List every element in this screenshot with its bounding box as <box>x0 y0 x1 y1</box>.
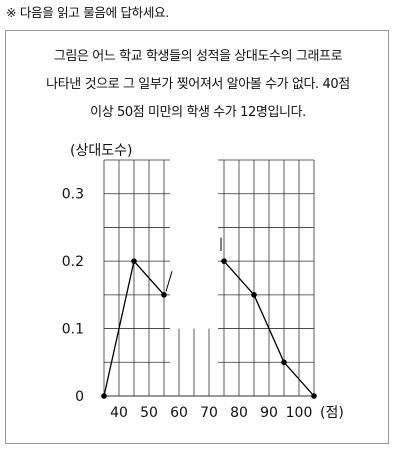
y-tick-label: 0.3 <box>62 187 84 203</box>
data-point <box>131 258 137 264</box>
y-tick-label: 0.2 <box>62 254 84 270</box>
chart-grid <box>103 159 315 397</box>
x-tick-label: 40 <box>110 405 128 421</box>
x-tick-label: 100 <box>286 405 313 421</box>
data-point <box>311 393 317 399</box>
x-tick-label: 60 <box>170 405 188 421</box>
problem-text-line-1: 그림은 어느 학교 학생들의 성적을 상대도수의 그래프로 <box>53 49 343 64</box>
y-tick-label: 0 <box>75 389 84 405</box>
data-point <box>101 393 107 399</box>
chart-points <box>101 258 317 399</box>
chart-labels: 0 0.1 0.2 0.3 40 50 60 70 80 90 100 (상대도수) (점) <box>62 143 344 421</box>
problem-box: 그림은 어느 학교 학생들의 성적을 상대도수의 그래프로 나타낸 것으로 그 … <box>5 30 389 444</box>
problem-text-line-3: 이상 50점 미만의 학생 수가 12명입니다. <box>90 105 306 120</box>
x-tick-label: 90 <box>260 405 278 421</box>
y-tick-label: 0.1 <box>62 322 84 338</box>
series-line <box>223 260 315 397</box>
data-point <box>221 258 227 264</box>
x-tick-label: 50 <box>140 405 158 421</box>
data-point <box>281 359 287 366</box>
x-tick-label: 80 <box>230 405 248 421</box>
torn-edge-left <box>165 271 173 292</box>
data-point <box>251 292 257 298</box>
x-tick-label: 70 <box>200 405 218 421</box>
problem-text-line-2: 나타낸 것으로 그 일부가 찢어져서 알아볼 수가 없다. 40점 <box>46 77 350 92</box>
y-axis-title: (상대도수) <box>70 143 132 159</box>
x-axis-title: (점) <box>320 405 344 421</box>
instruction-text: ※ 다음을 읽고 물음에 답하세요. <box>6 5 169 20</box>
data-point <box>161 292 167 298</box>
